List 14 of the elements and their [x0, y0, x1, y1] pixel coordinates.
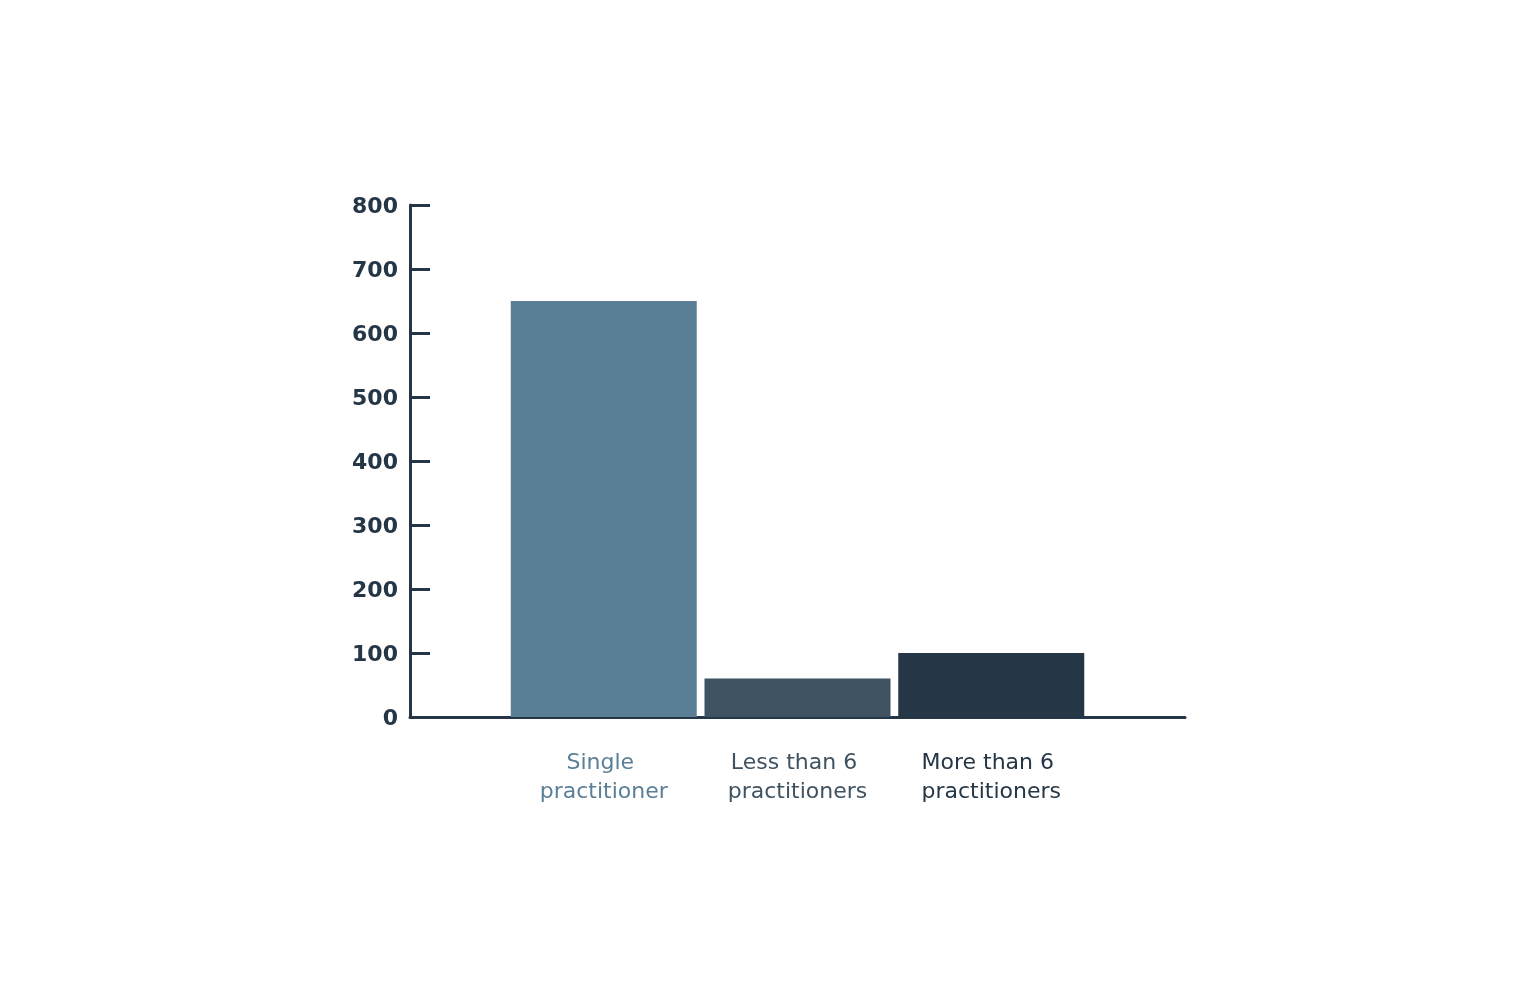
- y-tick-label: 700: [352, 256, 398, 282]
- y-tick-label: 600: [352, 320, 398, 346]
- y-tick-label: 200: [352, 576, 398, 602]
- x-tick-label: More than 6 practitioners: [921, 749, 1062, 803]
- y-tick-label: 400: [352, 448, 398, 474]
- bar: [510, 301, 697, 717]
- y-tick-label: 500: [352, 384, 398, 410]
- x-tick-label: Single practitioner: [539, 749, 669, 803]
- x-tick-label: Less than 6 practitioners: [727, 749, 868, 803]
- y-tick-label: 300: [352, 512, 398, 538]
- y-tick-label: 0: [382, 704, 398, 730]
- bar: [704, 678, 891, 717]
- y-tick-label: 100: [352, 640, 398, 666]
- y-tick-label: 800: [352, 192, 398, 218]
